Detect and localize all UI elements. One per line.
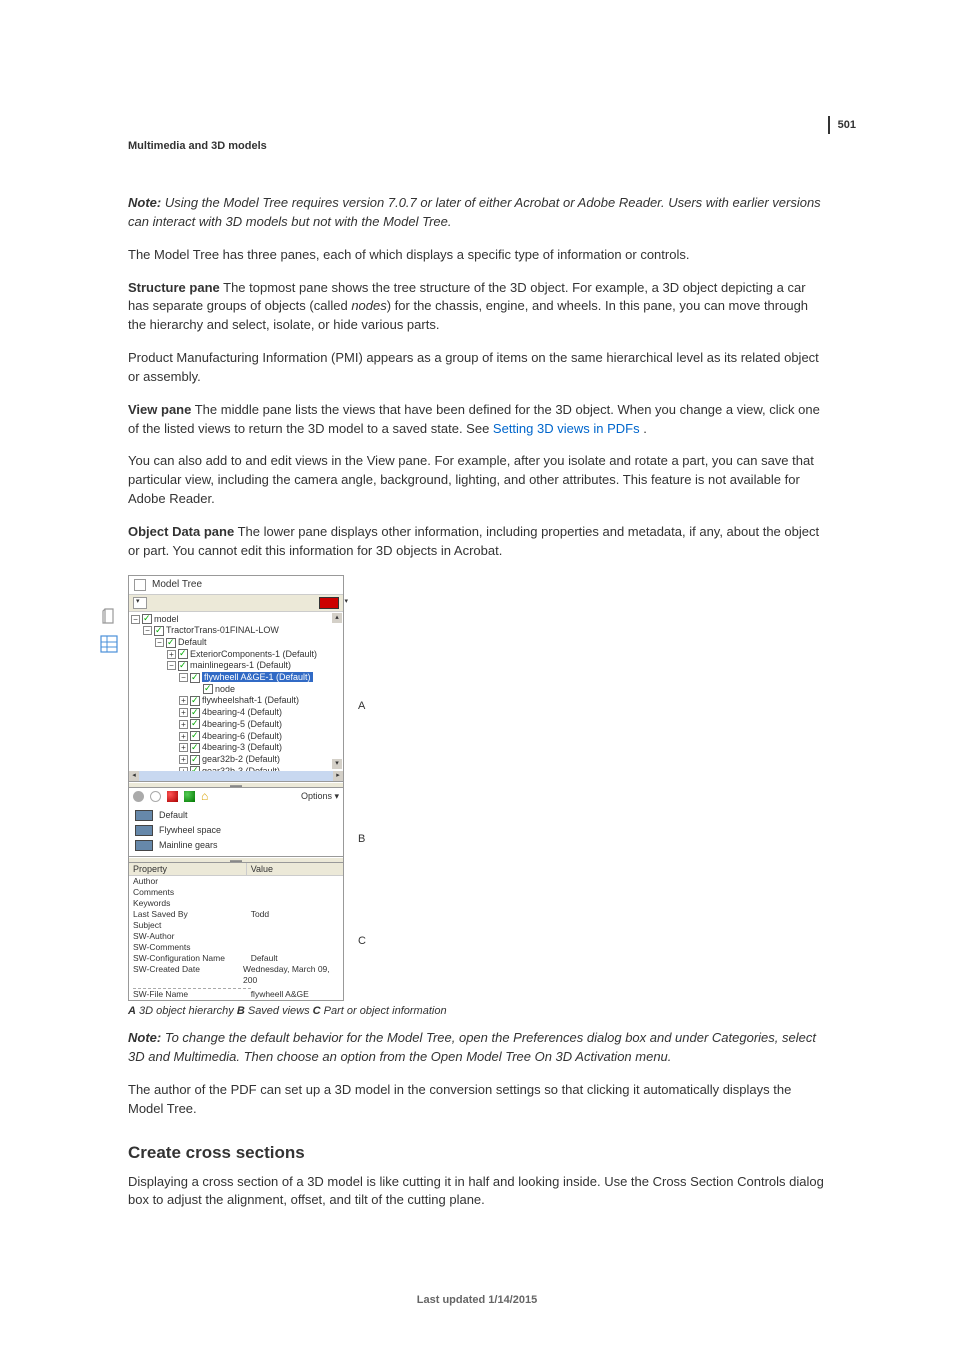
props-col-value: Value (247, 863, 277, 875)
expand-icon[interactable]: − (131, 615, 140, 624)
expand-icon[interactable]: + (179, 743, 188, 752)
props-row: Last Saved ByTodd (129, 909, 343, 920)
props-row: Subject (129, 920, 343, 931)
create-cross-sections-heading: Create cross sections (128, 1143, 828, 1163)
tree-checkbox[interactable] (178, 649, 188, 659)
views-toolbar: ⌂ Options ▾ (129, 788, 343, 805)
expand-icon[interactable]: − (167, 661, 176, 670)
intro-paragraph: The Model Tree has three panes, each of … (128, 246, 828, 265)
props-row: SW-Created DateWednesday, March 09, 200 (129, 964, 343, 986)
view-thumb-icon (135, 825, 153, 836)
setting-3d-views-link[interactable]: Setting 3D views in PDFs (493, 421, 643, 436)
tree-checkbox[interactable] (203, 684, 213, 694)
structure-pane[interactable]: −model −TractorTrans-01FINAL-LOW −Defaul… (129, 612, 343, 782)
tree-checkbox[interactable] (190, 755, 200, 765)
view-record-icon[interactable] (167, 791, 178, 802)
panel-title: Model Tree (152, 579, 202, 590)
chapter-title: Multimedia and 3D models (128, 140, 267, 152)
tree-checkbox[interactable] (190, 708, 200, 718)
props-row: Keywords (129, 898, 343, 909)
props-col-property: Property (129, 863, 247, 875)
footer-last-updated: Last updated 1/14/2015 (0, 1294, 954, 1306)
tree-checkbox[interactable] (190, 743, 200, 753)
props-row: SW-Author (129, 931, 343, 942)
expand-icon[interactable]: + (167, 650, 176, 659)
scroll-up-icon[interactable]: ▴ (332, 613, 342, 623)
props-row: SW-File Nameflywheell A&GE (129, 989, 343, 1000)
tree-view-dropdown[interactable] (133, 597, 147, 609)
tree-checkbox[interactable] (190, 731, 200, 741)
view-item[interactable]: Flywheel space (135, 823, 337, 838)
view-pane: ⌂ Options ▾ Default Flywheel space Mainl… (129, 788, 343, 857)
home-icon[interactable]: ⌂ (201, 791, 208, 802)
view-next-icon[interactable] (150, 791, 161, 802)
model-tree-figure: Model Tree −model −TractorTrans-01FINAL-… (128, 575, 828, 1018)
tree-checkbox[interactable] (166, 638, 176, 648)
view-heading: View pane (128, 402, 191, 417)
main-content: Note: Using the Model Tree requires vers… (128, 194, 828, 1224)
tree-checkbox[interactable] (178, 661, 188, 671)
object-data-pane: Property Value Author Comments Keywords … (129, 863, 343, 1001)
structure-heading: Structure pane (128, 280, 220, 295)
tree-checkbox[interactable] (142, 614, 152, 624)
callout-a: A (358, 700, 365, 712)
note-2: Note: To change the default behavior for… (128, 1029, 828, 1067)
tree-checkbox[interactable] (154, 626, 164, 636)
scroll-right-icon[interactable]: ▸ (333, 771, 343, 781)
expand-icon[interactable]: + (179, 720, 188, 729)
panel-icon (134, 579, 146, 591)
model-tree-panel: Model Tree −model −TractorTrans-01FINAL-… (128, 575, 344, 1002)
selected-node[interactable]: flywheell A&GE-1 (Default) (202, 672, 313, 682)
panel-title-bar: Model Tree (129, 576, 343, 595)
view-prev-icon[interactable] (133, 791, 144, 802)
props-row: SW-Comments (129, 942, 343, 953)
props-row: Comments (129, 887, 343, 898)
note-label: Note: (128, 1030, 161, 1045)
structure-pane-para: Structure pane The topmost pane shows th… (128, 279, 828, 336)
props-row: Author (129, 876, 343, 887)
note-1: Note: Using the Model Tree requires vers… (128, 194, 828, 232)
object-data-para: Object Data pane The lower pane displays… (128, 523, 828, 561)
scroll-left-icon[interactable]: ◂ (129, 771, 139, 781)
props-header: Property Value (129, 863, 343, 876)
expand-icon[interactable]: − (179, 673, 188, 682)
pmi-paragraph: Product Manufacturing Information (PMI) … (128, 349, 828, 387)
callout-c: C (358, 935, 366, 947)
view-play-icon[interactable] (184, 791, 195, 802)
view-item[interactable]: Mainline gears (135, 838, 337, 853)
objdata-heading: Object Data pane (128, 524, 234, 539)
author-para: The author of the PDF can set up a 3D mo… (128, 1081, 828, 1119)
highlight-color-swatch[interactable] (319, 597, 339, 609)
tree-checkbox[interactable] (190, 696, 200, 706)
attachments-icon[interactable] (99, 606, 119, 626)
callout-b: B (358, 833, 365, 845)
scroll-down-icon[interactable]: ▾ (332, 759, 342, 769)
view-pane-para: View pane The middle pane lists the view… (128, 401, 828, 439)
expand-icon[interactable]: − (155, 638, 164, 647)
view-thumb-icon (135, 840, 153, 851)
props-row: SW-Configuration NameDefault (129, 953, 343, 964)
view-pane-para-2: You can also add to and edit views in th… (128, 452, 828, 509)
model-tree-icon[interactable] (99, 634, 119, 654)
tree-checkbox[interactable] (190, 719, 200, 729)
panel-toolbar (129, 595, 343, 612)
expand-icon[interactable]: − (143, 626, 152, 635)
expand-icon[interactable]: + (179, 708, 188, 717)
options-menu[interactable]: Options ▾ (301, 791, 339, 802)
note-label: Note: (128, 195, 161, 210)
h-scrollbar[interactable]: ◂ ▸ (129, 771, 343, 781)
tree-checkbox[interactable] (190, 673, 200, 683)
cross-section-para: Displaying a cross section of a 3D model… (128, 1173, 828, 1211)
page-number: 501 (828, 116, 856, 134)
views-list: Default Flywheel space Mainline gears (129, 805, 343, 856)
view-thumb-icon (135, 810, 153, 821)
expand-icon[interactable]: + (179, 755, 188, 764)
view-item[interactable]: Default (135, 808, 337, 823)
expand-icon[interactable]: + (179, 732, 188, 741)
figure-caption: A 3D object hierarchy B Saved views C Pa… (128, 1005, 828, 1017)
expand-icon[interactable]: + (179, 696, 188, 705)
